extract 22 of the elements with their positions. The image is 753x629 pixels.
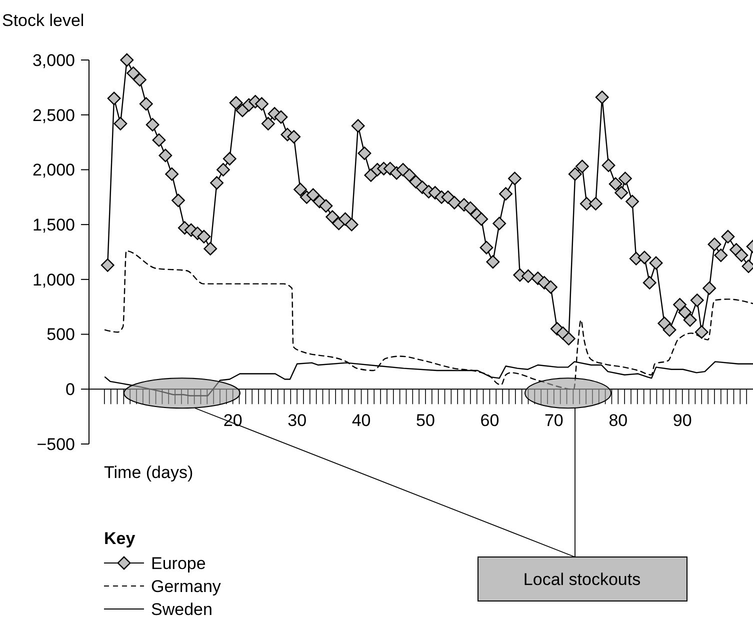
legend-title: Key: [104, 529, 136, 548]
y-tick-label: 2,000: [32, 160, 75, 180]
x-tick-label: 60: [480, 411, 500, 430]
y-tick-label: 500: [46, 325, 75, 344]
y-tick-label: 1,000: [32, 270, 75, 290]
y-tick-label: −500: [36, 434, 75, 454]
x-tick-label: 30: [288, 411, 307, 430]
legend-label: Germany: [151, 577, 222, 596]
x-tick-label: 90: [672, 411, 692, 430]
x-tick-label: 50: [416, 411, 435, 430]
legend-label: Europe: [151, 554, 206, 573]
y-tick-label: 1,500: [32, 216, 75, 235]
y-axis-title: Stock level: [2, 11, 84, 30]
x-tick-label: 70: [544, 411, 564, 430]
y-tick-label: 3,000: [32, 50, 75, 70]
text: Local stockouts: [523, 570, 641, 589]
x-tick-label: 40: [352, 411, 371, 430]
y-tick-label: 0: [66, 380, 75, 400]
y-tick-label: 2,500: [32, 106, 75, 125]
legend-label: Sweden: [151, 600, 212, 619]
x-axis-title: Time (days): [104, 463, 194, 482]
x-tick-label: 80: [608, 411, 628, 430]
